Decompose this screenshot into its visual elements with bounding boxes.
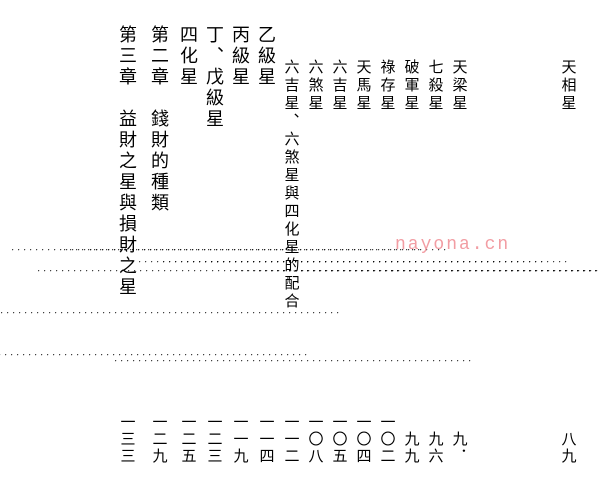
toc-entry-label: 天馬星 xyxy=(353,59,374,113)
toc-entry-label: 丙級星 xyxy=(227,25,253,88)
toc-entry-label: 七殺星 xyxy=(425,59,446,113)
toc-page: 天相星· · · · · · · · · · · · · · · · · · ·… xyxy=(0,0,600,500)
toc-page-number: 九六 xyxy=(425,431,446,465)
toc-entry-label: 破軍星 xyxy=(401,59,422,113)
toc-page-number: 一二九 xyxy=(149,414,170,465)
toc-entry-label: 天梁星 xyxy=(449,59,470,113)
toc-entry-label: 六吉星 xyxy=(329,59,350,113)
toc-page-number: 九． xyxy=(449,431,470,465)
toc-page-number: 九九 xyxy=(401,431,422,465)
toc-page-number: 八九 xyxy=(558,431,579,465)
toc-entry-label: 四化星 xyxy=(175,25,201,88)
toc-leader-dots: · · · · · · · · · · · · · · · · · · · · … xyxy=(388,113,600,431)
toc-entry-label: 祿存星 xyxy=(377,59,398,113)
toc-page-number: 一二三 xyxy=(204,414,225,465)
toc-page-number: 一三三 xyxy=(117,414,138,465)
toc-entry-label: 天相星 xyxy=(558,59,579,113)
toc-page-number: 一二五 xyxy=(178,414,199,465)
toc-column: 天相星· · · · · · · · · · · · · · · · · · ·… xyxy=(557,25,579,465)
toc-entry-label: 六煞星 xyxy=(305,59,326,113)
toc-entry-label: 乙級星 xyxy=(253,25,279,88)
